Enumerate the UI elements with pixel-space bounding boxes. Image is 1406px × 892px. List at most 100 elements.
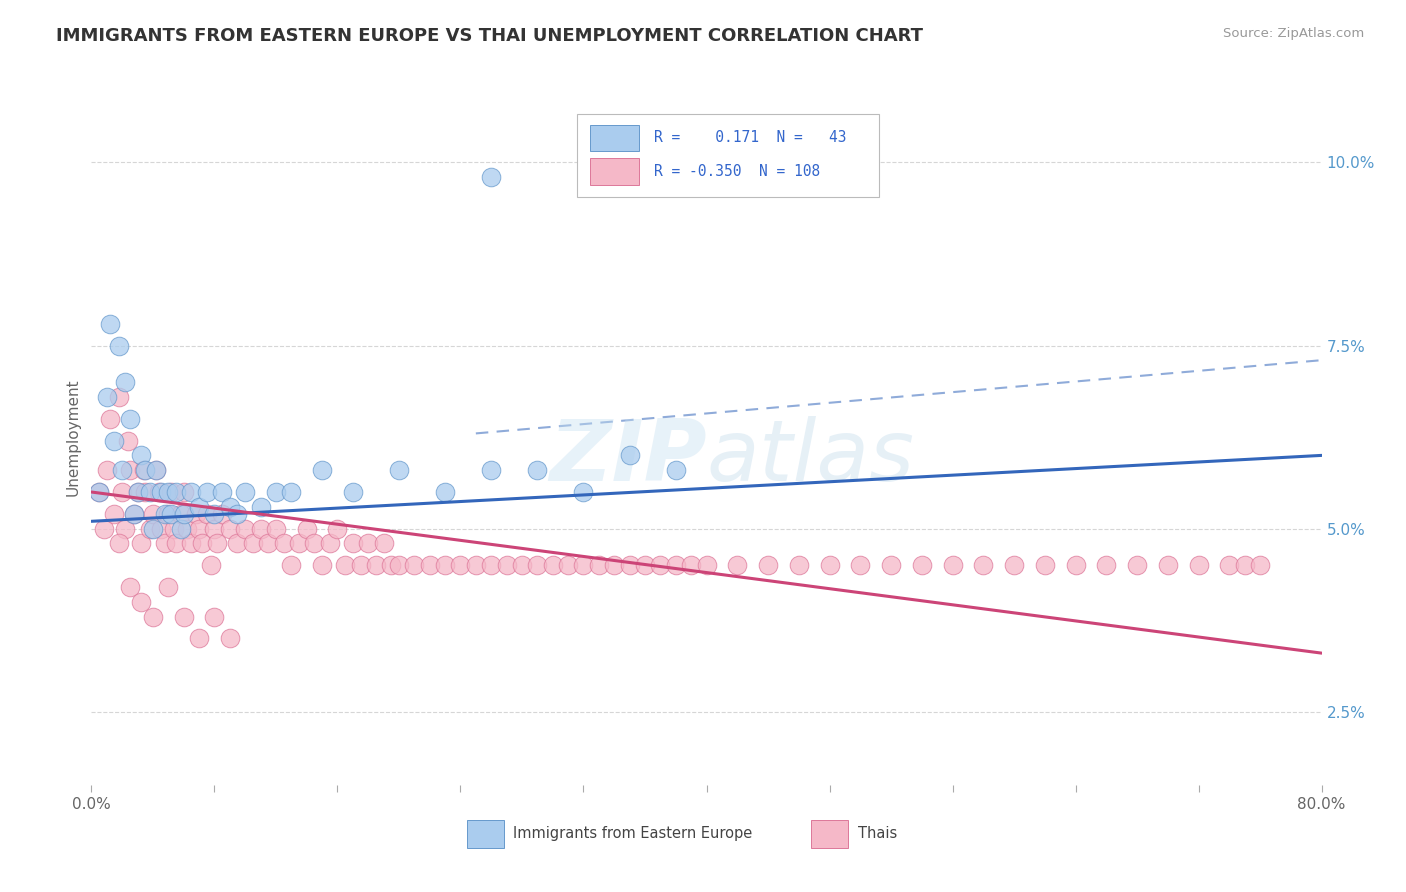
Point xyxy=(619,449,641,463)
Point xyxy=(165,536,187,550)
Point xyxy=(510,558,533,573)
Point xyxy=(880,558,903,573)
Point xyxy=(696,558,718,573)
Point xyxy=(311,558,333,573)
Point xyxy=(96,463,118,477)
Point xyxy=(173,609,195,624)
Point xyxy=(373,536,395,550)
Point xyxy=(188,522,211,536)
Point xyxy=(603,558,626,573)
Point xyxy=(333,558,356,573)
Point xyxy=(145,463,167,477)
Point xyxy=(665,463,688,477)
Point xyxy=(211,485,233,500)
Point xyxy=(202,507,225,521)
Point xyxy=(404,558,426,573)
Point xyxy=(93,522,115,536)
Point xyxy=(142,522,165,536)
Point xyxy=(195,485,218,500)
Point xyxy=(169,507,191,521)
Point xyxy=(495,558,517,573)
Point xyxy=(153,507,177,521)
Point xyxy=(665,558,688,573)
Point xyxy=(650,558,672,573)
Point xyxy=(176,522,198,536)
Point xyxy=(342,485,364,500)
Point xyxy=(195,507,218,521)
Point xyxy=(142,609,165,624)
Point xyxy=(242,536,264,550)
Point xyxy=(572,485,595,500)
Point xyxy=(149,485,172,500)
Y-axis label: Unemployment: Unemployment xyxy=(65,378,80,496)
Point xyxy=(541,558,564,573)
Point xyxy=(202,609,225,624)
Point xyxy=(163,522,186,536)
Point xyxy=(127,485,149,500)
Point xyxy=(233,522,256,536)
Point xyxy=(96,390,118,404)
FancyBboxPatch shape xyxy=(578,113,879,197)
Point xyxy=(434,485,457,500)
Text: ZIP: ZIP xyxy=(548,417,706,500)
Point xyxy=(1157,558,1180,573)
Point xyxy=(479,558,502,573)
Point xyxy=(111,463,134,477)
Point xyxy=(202,522,225,536)
Point xyxy=(434,558,457,573)
Point xyxy=(1033,558,1056,573)
Point xyxy=(211,507,233,521)
Text: Immigrants from Eastern Europe: Immigrants from Eastern Europe xyxy=(513,826,752,841)
Point xyxy=(619,558,641,573)
Point xyxy=(364,558,387,573)
Point xyxy=(342,536,364,550)
Point xyxy=(380,558,402,573)
Point xyxy=(304,536,326,550)
Point xyxy=(942,558,965,573)
Point xyxy=(111,485,134,500)
Point xyxy=(129,449,152,463)
Point xyxy=(233,485,256,500)
Point xyxy=(257,536,280,550)
Point xyxy=(108,536,131,550)
Point xyxy=(103,507,125,521)
Point xyxy=(449,558,471,573)
Text: Source: ZipAtlas.com: Source: ZipAtlas.com xyxy=(1223,27,1364,40)
Point xyxy=(588,558,610,573)
Point xyxy=(165,485,187,500)
Point xyxy=(139,522,162,536)
Point xyxy=(280,485,302,500)
Point xyxy=(1002,558,1025,573)
Point xyxy=(264,522,287,536)
Point xyxy=(149,522,172,536)
Point xyxy=(118,580,141,594)
Point xyxy=(173,485,195,500)
Point xyxy=(264,485,287,500)
Point xyxy=(184,507,207,521)
Point xyxy=(349,558,371,573)
Point xyxy=(87,485,110,500)
Point xyxy=(756,558,779,573)
Point xyxy=(139,485,162,500)
Text: atlas: atlas xyxy=(706,417,914,500)
Point xyxy=(288,536,311,550)
Point xyxy=(725,558,748,573)
Point xyxy=(142,507,165,521)
Point xyxy=(153,536,177,550)
Point xyxy=(388,463,411,477)
Point xyxy=(419,558,441,573)
Point xyxy=(157,485,180,500)
Point xyxy=(249,522,271,536)
Point xyxy=(124,507,146,521)
Point xyxy=(295,522,318,536)
Point xyxy=(280,558,302,573)
Point xyxy=(226,507,249,521)
Point xyxy=(169,522,191,536)
Point xyxy=(129,595,152,609)
Point xyxy=(98,411,121,425)
Point xyxy=(464,558,486,573)
Point xyxy=(108,390,131,404)
Point xyxy=(311,463,333,477)
Point xyxy=(160,485,183,500)
Point xyxy=(98,317,121,331)
